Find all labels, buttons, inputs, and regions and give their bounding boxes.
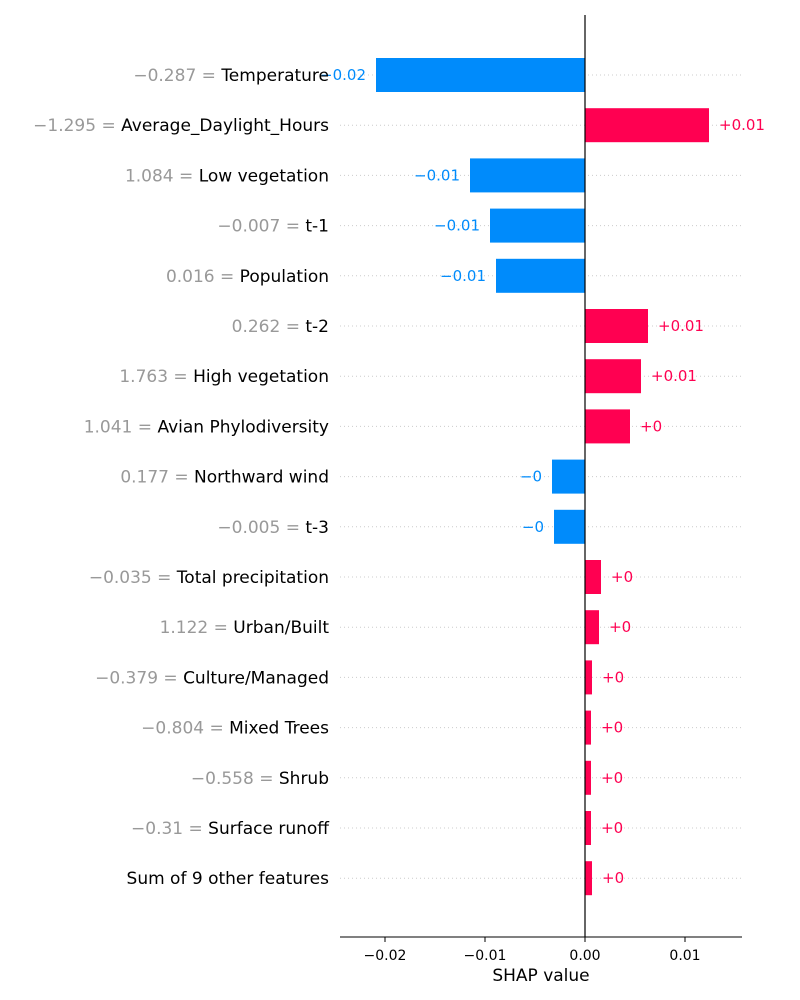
bar-value-label: +0: [602, 869, 624, 887]
feature-label: −0.035 = Total precipitation: [89, 568, 329, 588]
bar-value-label: −0.01: [434, 217, 480, 235]
feature-label: 0.262 = t-2: [232, 317, 329, 337]
bar-value-label: −0.01: [440, 267, 486, 285]
feature-label: −0.379 = Culture/Managed: [95, 668, 329, 688]
bar-value-label: −0.02: [320, 66, 366, 84]
feature-name: t-3: [305, 518, 329, 538]
feature-name: Mixed Trees: [229, 719, 329, 739]
bar-value-label: +0.01: [651, 367, 697, 385]
shap-bar: [585, 108, 709, 143]
bar-value-label: +0.01: [658, 317, 704, 335]
x-tick-label: −0.01: [464, 948, 507, 964]
feature-label: 0.177 = Northward wind: [120, 468, 329, 488]
x-tick-label: 0.00: [569, 948, 600, 964]
shap-bar: [585, 610, 599, 645]
bar-value-label: −0.01: [414, 166, 460, 184]
shap-bar: [585, 359, 641, 394]
x-tick-label: −0.02: [364, 948, 407, 964]
feature-label: −1.295 = Average_Daylight_Hours: [33, 116, 329, 136]
feature-name: Temperature: [220, 66, 329, 86]
shap-bar: [585, 409, 630, 444]
feature-value: 0.016 =: [166, 267, 240, 287]
bar-value-label: −0: [520, 468, 542, 486]
feature-value: −0.035 =: [89, 568, 177, 588]
shap-bar: [470, 158, 585, 193]
bars: [376, 58, 709, 896]
feature-name: Total precipitation: [176, 568, 329, 588]
bar-value-label: +0: [609, 618, 631, 636]
feature-value: −0.005 =: [217, 518, 305, 538]
x-axis-label: SHAP value: [492, 966, 589, 986]
feature-name: t-1: [305, 217, 329, 237]
feature-label: 0.016 = Population: [166, 267, 329, 287]
feature-value: −0.379 =: [95, 668, 183, 688]
feature-name: High vegetation: [193, 367, 329, 387]
feature-value: 1.122 =: [160, 618, 234, 638]
shap-bar: [585, 560, 601, 594]
feature-label: 1.041 = Avian Phylodiversity: [84, 417, 329, 437]
feature-value: −1.295 =: [33, 116, 121, 136]
feature-name: Urban/Built: [233, 618, 329, 638]
feature-name: t-2: [305, 317, 329, 337]
shap-bar: [585, 660, 592, 695]
feature-label: −0.804 = Mixed Trees: [141, 719, 329, 739]
feature-label: −0.287 = Temperature: [133, 66, 329, 86]
feature-name: Sum of 9 other features: [127, 869, 330, 889]
bar-value-label: +0: [611, 568, 633, 586]
feature-name: Average_Daylight_Hours: [121, 116, 329, 136]
shap-bar: [554, 509, 585, 544]
feature-name: Culture/Managed: [183, 668, 329, 688]
feature-value: −0.558 =: [191, 769, 279, 789]
shap-bar: [552, 459, 585, 494]
bar-value-label: +0: [640, 417, 662, 435]
feature-label: −0.31 = Surface runoff: [131, 819, 330, 839]
shap-bar: [376, 58, 585, 92]
feature-label: −0.007 = t-1: [217, 217, 329, 237]
feature-name: Low vegetation: [199, 166, 329, 186]
bar-value-label: +0: [601, 819, 623, 837]
feature-name: Population: [240, 267, 329, 287]
feature-label: 1.122 = Urban/Built: [160, 618, 330, 638]
bar-value-label: +0.01: [719, 116, 765, 134]
feature-value: 1.763 =: [119, 367, 193, 387]
feature-value: −0.31 =: [131, 819, 208, 839]
feature-value: 0.177 =: [120, 468, 194, 488]
shap-bar: [585, 861, 592, 896]
shap-bar: [585, 760, 591, 795]
feature-value: 1.041 =: [84, 417, 158, 437]
feature-name: Avian Phylodiversity: [157, 417, 329, 437]
feature-label: −0.005 = t-3: [217, 518, 329, 538]
feature-labels: −0.287 = Temperature −1.295 = Average_Day…: [33, 66, 330, 889]
bar-value-label: +0: [601, 719, 623, 737]
shap-bar: [585, 309, 648, 343]
bar-labels: −0.02 +0.01 −0.01 −0.01 −0.01 +0.01 +0.01 +0 −0 −…: [320, 66, 765, 887]
shap-bar: [496, 258, 585, 293]
x-tick-label: 0.01: [669, 948, 700, 964]
feature-name: Northward wind: [194, 468, 329, 488]
bar-value-label: +0: [601, 769, 623, 787]
feature-label: 1.084 = Low vegetation: [125, 166, 329, 186]
feature-value: 0.262 =: [232, 317, 306, 337]
x-axis-ticks: −0.02 −0.01 0.00 0.01: [364, 937, 701, 964]
bar-value-label: −0: [522, 518, 544, 536]
feature-name: Surface runoff: [208, 819, 330, 839]
feature-label: 1.763 = High vegetation: [119, 367, 329, 387]
feature-value: −0.804 =: [141, 719, 229, 739]
shap-bar: [585, 811, 591, 845]
feature-label: Sum of 9 other features: [127, 869, 330, 889]
bar-value-label: +0: [602, 668, 624, 686]
feature-name: Shrub: [279, 769, 329, 789]
shap-bar: [585, 710, 591, 745]
feature-value: −0.287 =: [133, 66, 221, 86]
feature-label: −0.558 = Shrub: [191, 769, 329, 789]
shap-bar: [490, 208, 585, 243]
feature-value: −0.007 =: [217, 217, 305, 237]
feature-value: 1.084 =: [125, 166, 199, 186]
